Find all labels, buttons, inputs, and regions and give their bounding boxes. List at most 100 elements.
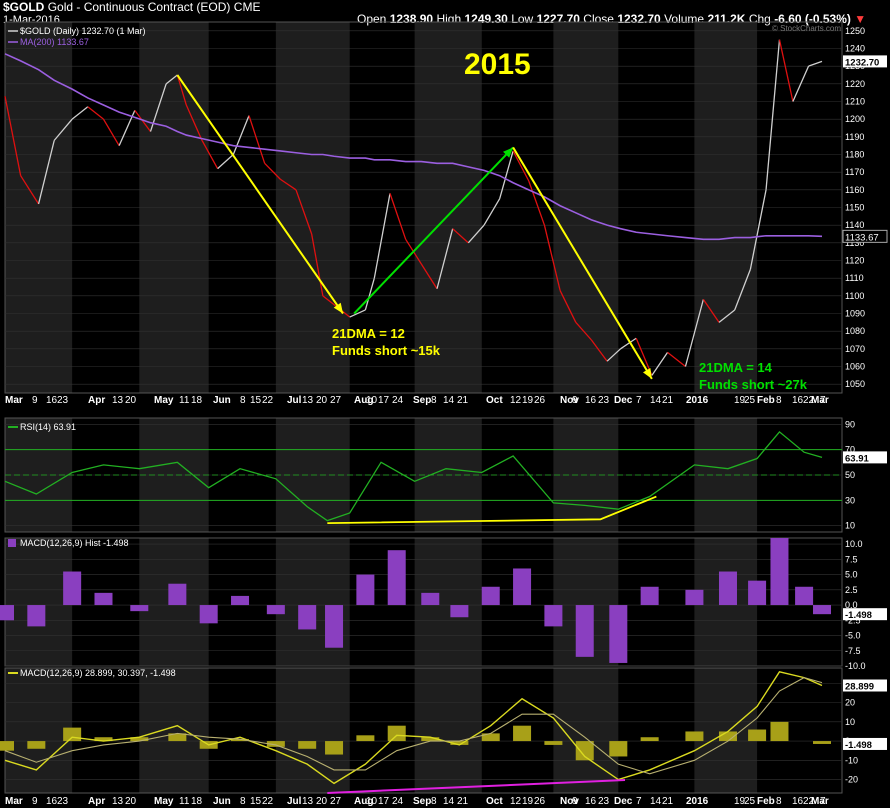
price-segment: [53, 118, 73, 141]
y-tick-label: 1070: [845, 344, 865, 354]
price-last-badge: 1232.70: [845, 57, 879, 68]
x-tick-label: Jul: [287, 395, 302, 406]
hist-bar: [266, 605, 285, 615]
price-segment: [232, 115, 250, 155]
hist-bar: [325, 605, 344, 648]
ma-last-badge: 1133.67: [845, 232, 879, 243]
x-tick-label: 8: [431, 395, 437, 406]
x-tick-label: 16: [585, 796, 597, 807]
price-segment: [185, 104, 203, 141]
month-band: [694, 668, 758, 793]
macd-legend: MACD(12,26,9) 28.899, 30.397, -1.498: [20, 668, 176, 678]
macd-hist-last-badge-bg: [843, 737, 887, 750]
x-tick-label: Apr: [88, 796, 105, 807]
x-tick-label: 14: [443, 796, 455, 807]
macd-hist-bar: [450, 741, 469, 745]
panel-border: [4, 667, 843, 794]
macd-hist-bar: [231, 739, 250, 742]
price-segment: [373, 193, 391, 279]
price-segment: [590, 339, 608, 362]
month-band: [414, 668, 482, 793]
x-tick-label: 17: [378, 395, 390, 406]
symbol-header: $GOLD Gold - Continuous Contract (EOD) C…: [3, 0, 260, 14]
macd-hist-bar: [544, 741, 563, 745]
macd-hist-bar: [325, 741, 344, 755]
x-tick-label: 16: [792, 395, 804, 406]
x-tick-label: 26: [534, 796, 546, 807]
price-segment: [620, 337, 637, 350]
hist-bar: [685, 589, 704, 606]
x-tick-label: 8: [240, 796, 246, 807]
hist-bar: [513, 568, 532, 606]
y-tick-label: 10: [845, 717, 855, 727]
x-tick-label: 15: [250, 796, 262, 807]
price-segment: [311, 233, 324, 296]
x-tick-label: 12: [510, 796, 522, 807]
hist-bar: [94, 592, 113, 606]
x-tick-label: 24: [392, 796, 404, 807]
right-note-2: Funds short ~27k: [699, 377, 808, 392]
x-tick-label: 21: [457, 796, 469, 807]
hist-bar: [27, 605, 46, 627]
hist-bar: [199, 605, 218, 624]
rsi-legend: RSI(14) 63.91: [20, 422, 76, 432]
rsi-support-trendline: [327, 495, 657, 525]
uptrend-arrow-head: [503, 147, 514, 158]
x-tick-label: Feb: [757, 796, 775, 807]
y-tick-label: 70: [845, 445, 855, 455]
x-tick-label: 7: [820, 395, 826, 406]
right-note-1: 21DMA = 14: [699, 360, 773, 375]
x-tick-label: Sep: [413, 395, 431, 406]
hist-bar: [421, 592, 440, 606]
hist-bar: [356, 574, 375, 606]
x-tick-label: 23: [598, 796, 610, 807]
x-tick-label: 22: [803, 796, 815, 807]
x-tick-label: 16: [46, 395, 58, 406]
price-segment: [512, 150, 530, 182]
x-tick-label: Sep: [413, 796, 431, 807]
left-note-1: 21DMA = 12: [332, 326, 405, 341]
x-tick-label: 18: [191, 395, 203, 406]
hist-bar: [813, 605, 831, 615]
watermark: © StockCharts.com: [772, 24, 842, 33]
y-tick-label: -5.0: [845, 631, 861, 641]
x-tick-label: 14: [650, 796, 662, 807]
price-segment: [364, 277, 375, 311]
x-tick-label: 17: [378, 796, 390, 807]
x-tick-label: 9: [32, 395, 38, 406]
x-tick-label: 8: [776, 796, 782, 807]
x-tick-label: 9: [32, 796, 38, 807]
y-tick-label: 1210: [845, 97, 865, 107]
left-note-2: Funds short ~15k: [332, 343, 441, 358]
hist-legend: MACD(12,26,9) Hist -1.498: [20, 538, 129, 548]
y-tick-label: 1050: [845, 379, 865, 389]
price-segment: [37, 140, 55, 205]
price-segment: [559, 290, 577, 323]
y-tick-label: -2.5: [845, 615, 861, 625]
price-segment: [452, 228, 469, 244]
price-legend: $GOLD (Daily) 1232.70 (1 Mar): [20, 26, 146, 36]
y-tick-label: 1170: [845, 167, 864, 177]
symbol-label: $GOLD: [3, 0, 45, 14]
x-tick-label: Apr: [88, 395, 105, 406]
x-tick-label: Dec: [614, 796, 633, 807]
x-tick-label: 8: [240, 395, 246, 406]
price-segment: [322, 295, 335, 306]
x-tick-label: 21: [662, 796, 674, 807]
hist-bar: [640, 586, 659, 606]
y-tick-label: 1150: [845, 203, 864, 213]
y-tick-label: 0.0: [845, 600, 858, 610]
x-tick-label: Jul: [287, 796, 302, 807]
rsi-line: [4, 431, 823, 522]
y-tick-label: 1220: [845, 79, 865, 89]
ma-legend: MA(200) 1133.67: [20, 37, 89, 47]
price-segment: [792, 65, 810, 102]
hist-bar: [575, 605, 594, 657]
x-tick-label: 20: [125, 395, 137, 406]
x-tick-label: 10: [366, 395, 378, 406]
axes-layer: 1050106010701080109011001110112011301140…: [5, 26, 888, 807]
price-segment: [176, 74, 187, 106]
x-tick-label: 7: [636, 796, 642, 807]
x-tick-label: Mar: [5, 796, 23, 807]
y-tick-label: 50: [845, 470, 855, 480]
